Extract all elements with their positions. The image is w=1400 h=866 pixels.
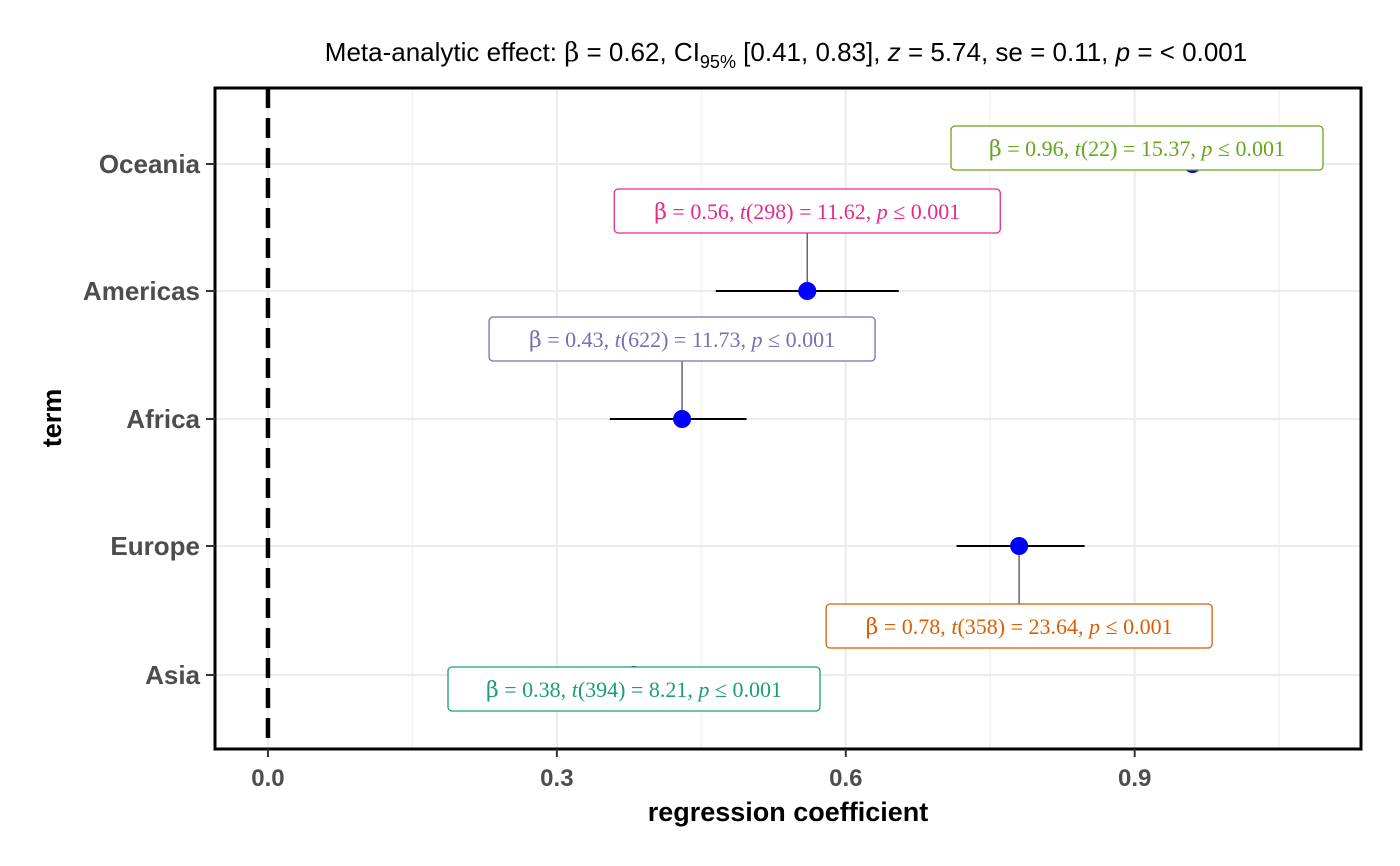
- x-axis: 0.0 0.3 0.6 0.9: [251, 749, 1151, 792]
- label-text-americas: β = 0.56, t(298) = 11.62, p ≤ 0.001: [654, 199, 960, 225]
- chart-title: Meta-analytic effect: β = 0.62, CI95% [0…: [325, 37, 1247, 72]
- y-tick-label-oceania: Oceania: [99, 149, 201, 179]
- label-text-asia: β = 0.38, t(394) = 8.21, p ≤ 0.001: [486, 677, 782, 703]
- y-tick-label-americas: Americas: [83, 276, 200, 306]
- x-tick-label: 0.0: [251, 765, 284, 792]
- estimate-point-americas: [798, 282, 817, 300]
- x-axis-label: regression coefficient: [648, 797, 929, 827]
- estimate-labels: β = 0.96, t(22) = 15.37, p ≤ 0.001 β = 0.…: [447, 125, 1324, 712]
- x-tick-label: 0.6: [829, 765, 862, 792]
- estimate-point-africa: [673, 410, 692, 428]
- label-box-oceania: [950, 125, 1324, 171]
- label-text-europe: β = 0.78, t(358) = 23.64, p ≤ 0.001: [866, 614, 1173, 640]
- label-text-africa: β = 0.43, t(622) = 11.73, p ≤ 0.001: [529, 327, 835, 353]
- y-axis: Oceania Americas Africa Europe Asia: [83, 149, 215, 690]
- x-tick-label: 0.3: [540, 765, 573, 792]
- label-text-oceania: β = 0.96, t(22) = 15.37, p ≤ 0.001: [989, 136, 1285, 162]
- label-box-americas: [613, 188, 1001, 234]
- label-box-europe: [825, 603, 1213, 649]
- label-box-asia: [447, 666, 821, 712]
- y-axis-label: term: [37, 389, 67, 448]
- label-box-africa: [488, 316, 876, 362]
- y-tick-label-africa: Africa: [126, 404, 200, 434]
- grid-lines: [215, 88, 1361, 749]
- x-tick-label: 0.9: [1118, 765, 1151, 792]
- y-tick-label-europe: Europe: [110, 531, 200, 561]
- y-tick-label-asia: Asia: [145, 660, 200, 690]
- estimate-point-europe: [1010, 537, 1029, 555]
